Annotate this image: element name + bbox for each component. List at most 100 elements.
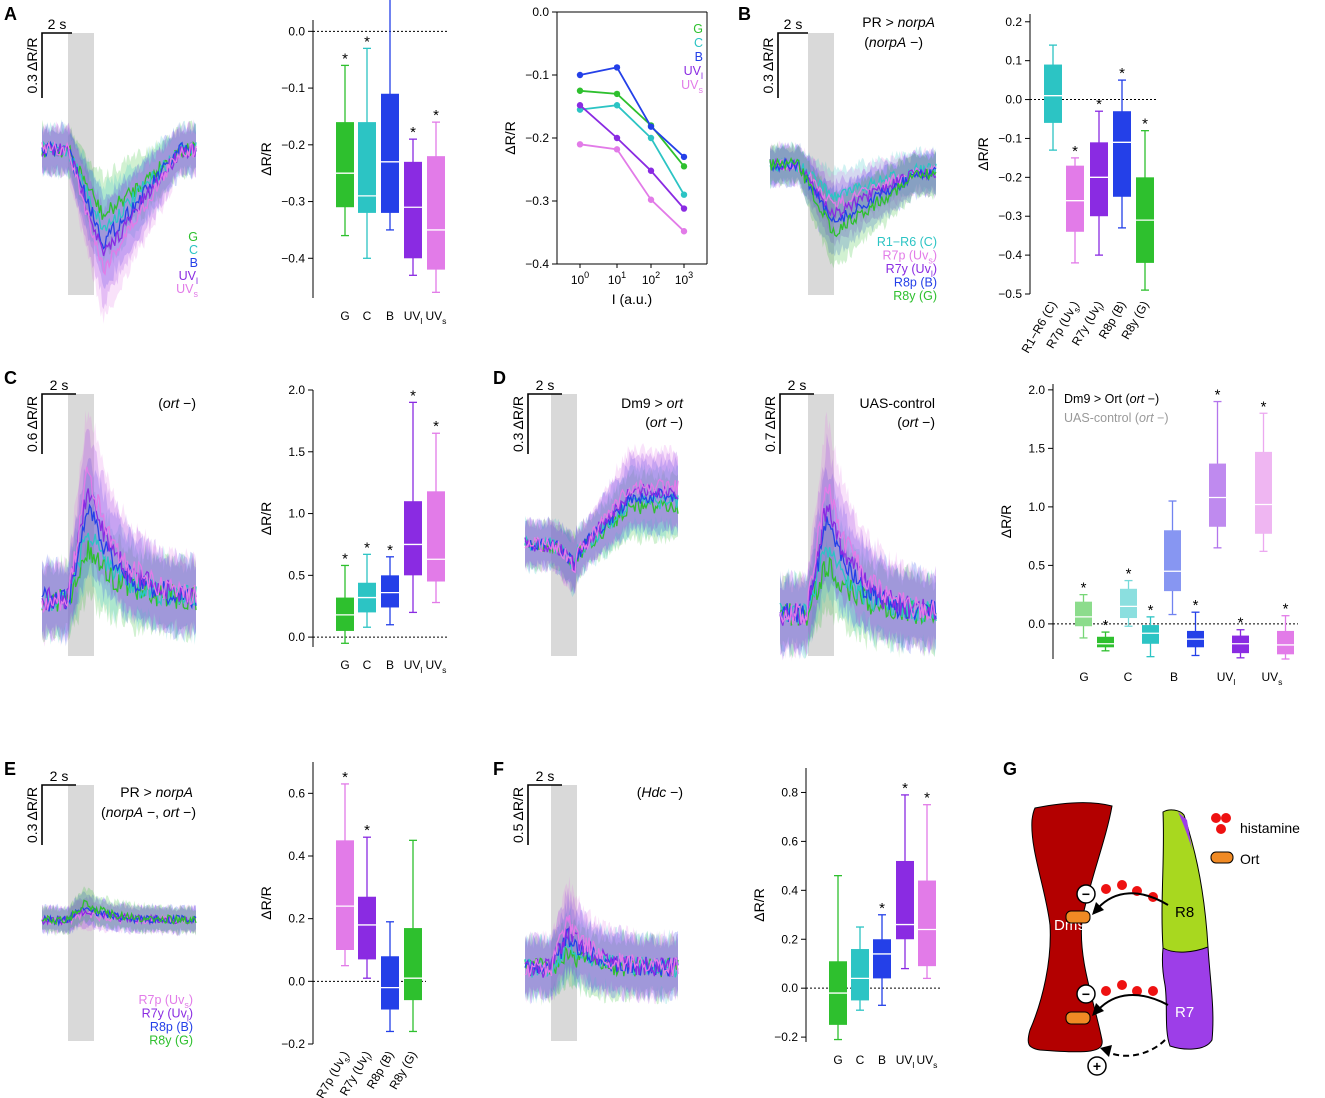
significance-star: * [364, 33, 370, 50]
category-label: UVs [917, 1053, 938, 1070]
scalebar [779, 393, 814, 454]
series-point-B [576, 71, 584, 79]
trace-band-UVs [42, 410, 196, 647]
ort-legend-icon [1210, 851, 1234, 864]
significance-star: * [1148, 602, 1154, 619]
genotype-d-line1: Dm9 > ort [621, 395, 684, 411]
trace-panel-f: 2 s 0.5 ΔR/R [510, 768, 679, 1041]
box-C [1044, 64, 1062, 123]
box-UVl [896, 860, 914, 940]
r7-cell [1161, 945, 1214, 1050]
legend-item-UVl: UVl [684, 64, 703, 81]
box-UVl [1090, 142, 1108, 217]
scalebar-amplitude: 0.5 ΔR/R [510, 787, 526, 843]
dashed-arrowhead [1100, 1045, 1112, 1057]
category-label: C [363, 309, 372, 323]
box-B [381, 956, 399, 1010]
legend-item-G: G [693, 22, 703, 36]
significance-star: * [1142, 116, 1148, 133]
significance-star: * [1119, 65, 1125, 82]
dashed-arrow-r7-dm9 [1107, 1039, 1166, 1057]
boxplot-f: 0.8 0.6 0.4 0.2 0.0 −0.2 ΔR/R * * * G C B UVl UVs [751, 768, 940, 1070]
legend-item-UVs: UVs [681, 78, 703, 95]
stimulus-bar [551, 785, 577, 1041]
y-tick-label: 0.4 [288, 849, 305, 863]
series-line-B [579, 66, 685, 158]
series-point-G [680, 163, 688, 170]
y-tick-label: 0.0 [288, 974, 305, 988]
box-UVl [404, 161, 422, 259]
legend-item-C: R1−R6 (C) [877, 235, 937, 249]
significance-star: * [1215, 387, 1221, 404]
trace-band-B [42, 891, 196, 937]
box-C [1142, 625, 1159, 644]
y-tick-label: −0.2 [525, 131, 549, 145]
r8-cell [1161, 809, 1209, 953]
panel-label-d: D [493, 368, 506, 388]
category-label: UVs [426, 309, 447, 326]
y-tick-label: 0.5 [1028, 558, 1045, 572]
y-tick-label: −0.2 [998, 170, 1022, 184]
legend-item-C: C [694, 36, 703, 50]
significance-star: * [1081, 580, 1087, 597]
significance-star: * [342, 550, 348, 567]
trace-band-C [770, 141, 936, 225]
y-tick-label: 0.5 [288, 568, 305, 582]
significance-star: * [342, 50, 348, 67]
significance-star: * [410, 387, 416, 404]
y-tick-label: 0.0 [1028, 617, 1045, 631]
category-label: UVl [896, 1053, 915, 1070]
series-point-G [576, 87, 584, 94]
y-tick-label: 0.4 [781, 883, 798, 897]
legend-item-UVl: R7y (Uvl) [886, 262, 937, 279]
y-tick-label: 0.2 [1005, 15, 1022, 29]
intensity-plot-a: 0.0 −0.1 −0.2 −0.3 −0.4 100 101 102 103 I (a.u.) Δ… [502, 5, 708, 307]
y-tick-label: −0.1 [998, 131, 1022, 145]
trace-band-B [525, 893, 678, 1004]
scalebar-time: 2 s [788, 377, 807, 393]
y-tick-label: 0.0 [1005, 93, 1022, 107]
series-point-UVl [647, 167, 655, 174]
x-tick-label: 100 [571, 270, 589, 287]
box-G [336, 122, 354, 208]
scalebar [527, 784, 562, 845]
category-label: B [1170, 670, 1178, 684]
box-C [358, 122, 376, 213]
legend-item-UVl: UVl [179, 269, 198, 286]
series-point-UVs [576, 141, 584, 148]
significance-star: * [1096, 96, 1102, 113]
genotype-e-line1: PR > norpA [120, 784, 193, 800]
trace-line-UVs [41, 466, 197, 614]
box-G [404, 928, 422, 1001]
significance-star: * [879, 900, 885, 917]
box-G [1075, 601, 1092, 627]
y-tick-label: 0.2 [781, 932, 798, 946]
trace-line-UVl [524, 926, 679, 978]
boxplot-c: 2.0 1.5 1.0 0.5 0.0 ΔR/R * * * * * G C B UVl UVs [258, 383, 449, 675]
significance-star: * [1103, 617, 1109, 634]
legend-e: R7p (Uvs)R7y (Uvl)R8p (B)R8y (G) [138, 993, 193, 1048]
genotype-d-line2: (ort −) [645, 414, 683, 430]
plus-sign [1087, 1056, 1107, 1076]
box-UVs [427, 156, 445, 270]
panel-label-c: C [4, 368, 17, 388]
box-UVs [427, 491, 445, 582]
scalebar [777, 32, 808, 98]
category-label: UVl [404, 309, 423, 326]
box-C [851, 949, 869, 1001]
y-tick-label: 0.0 [288, 630, 305, 644]
panel-label-e: E [4, 759, 16, 779]
box-B [1113, 111, 1131, 197]
dm9-cell [1027, 802, 1113, 1053]
y-tick-label: −0.3 [525, 194, 549, 208]
box-UVs [336, 840, 354, 950]
legend-item-G: G [188, 230, 198, 244]
box-UVs [1066, 165, 1084, 232]
y-tick-label: −0.2 [281, 1037, 305, 1051]
y-tick-label: 0.0 [288, 24, 305, 38]
legend-item-UVl: R7y (Uvl) [142, 1007, 193, 1024]
series-point-C [680, 191, 688, 198]
significance-star: * [1261, 398, 1267, 415]
significance-star: * [433, 418, 439, 435]
